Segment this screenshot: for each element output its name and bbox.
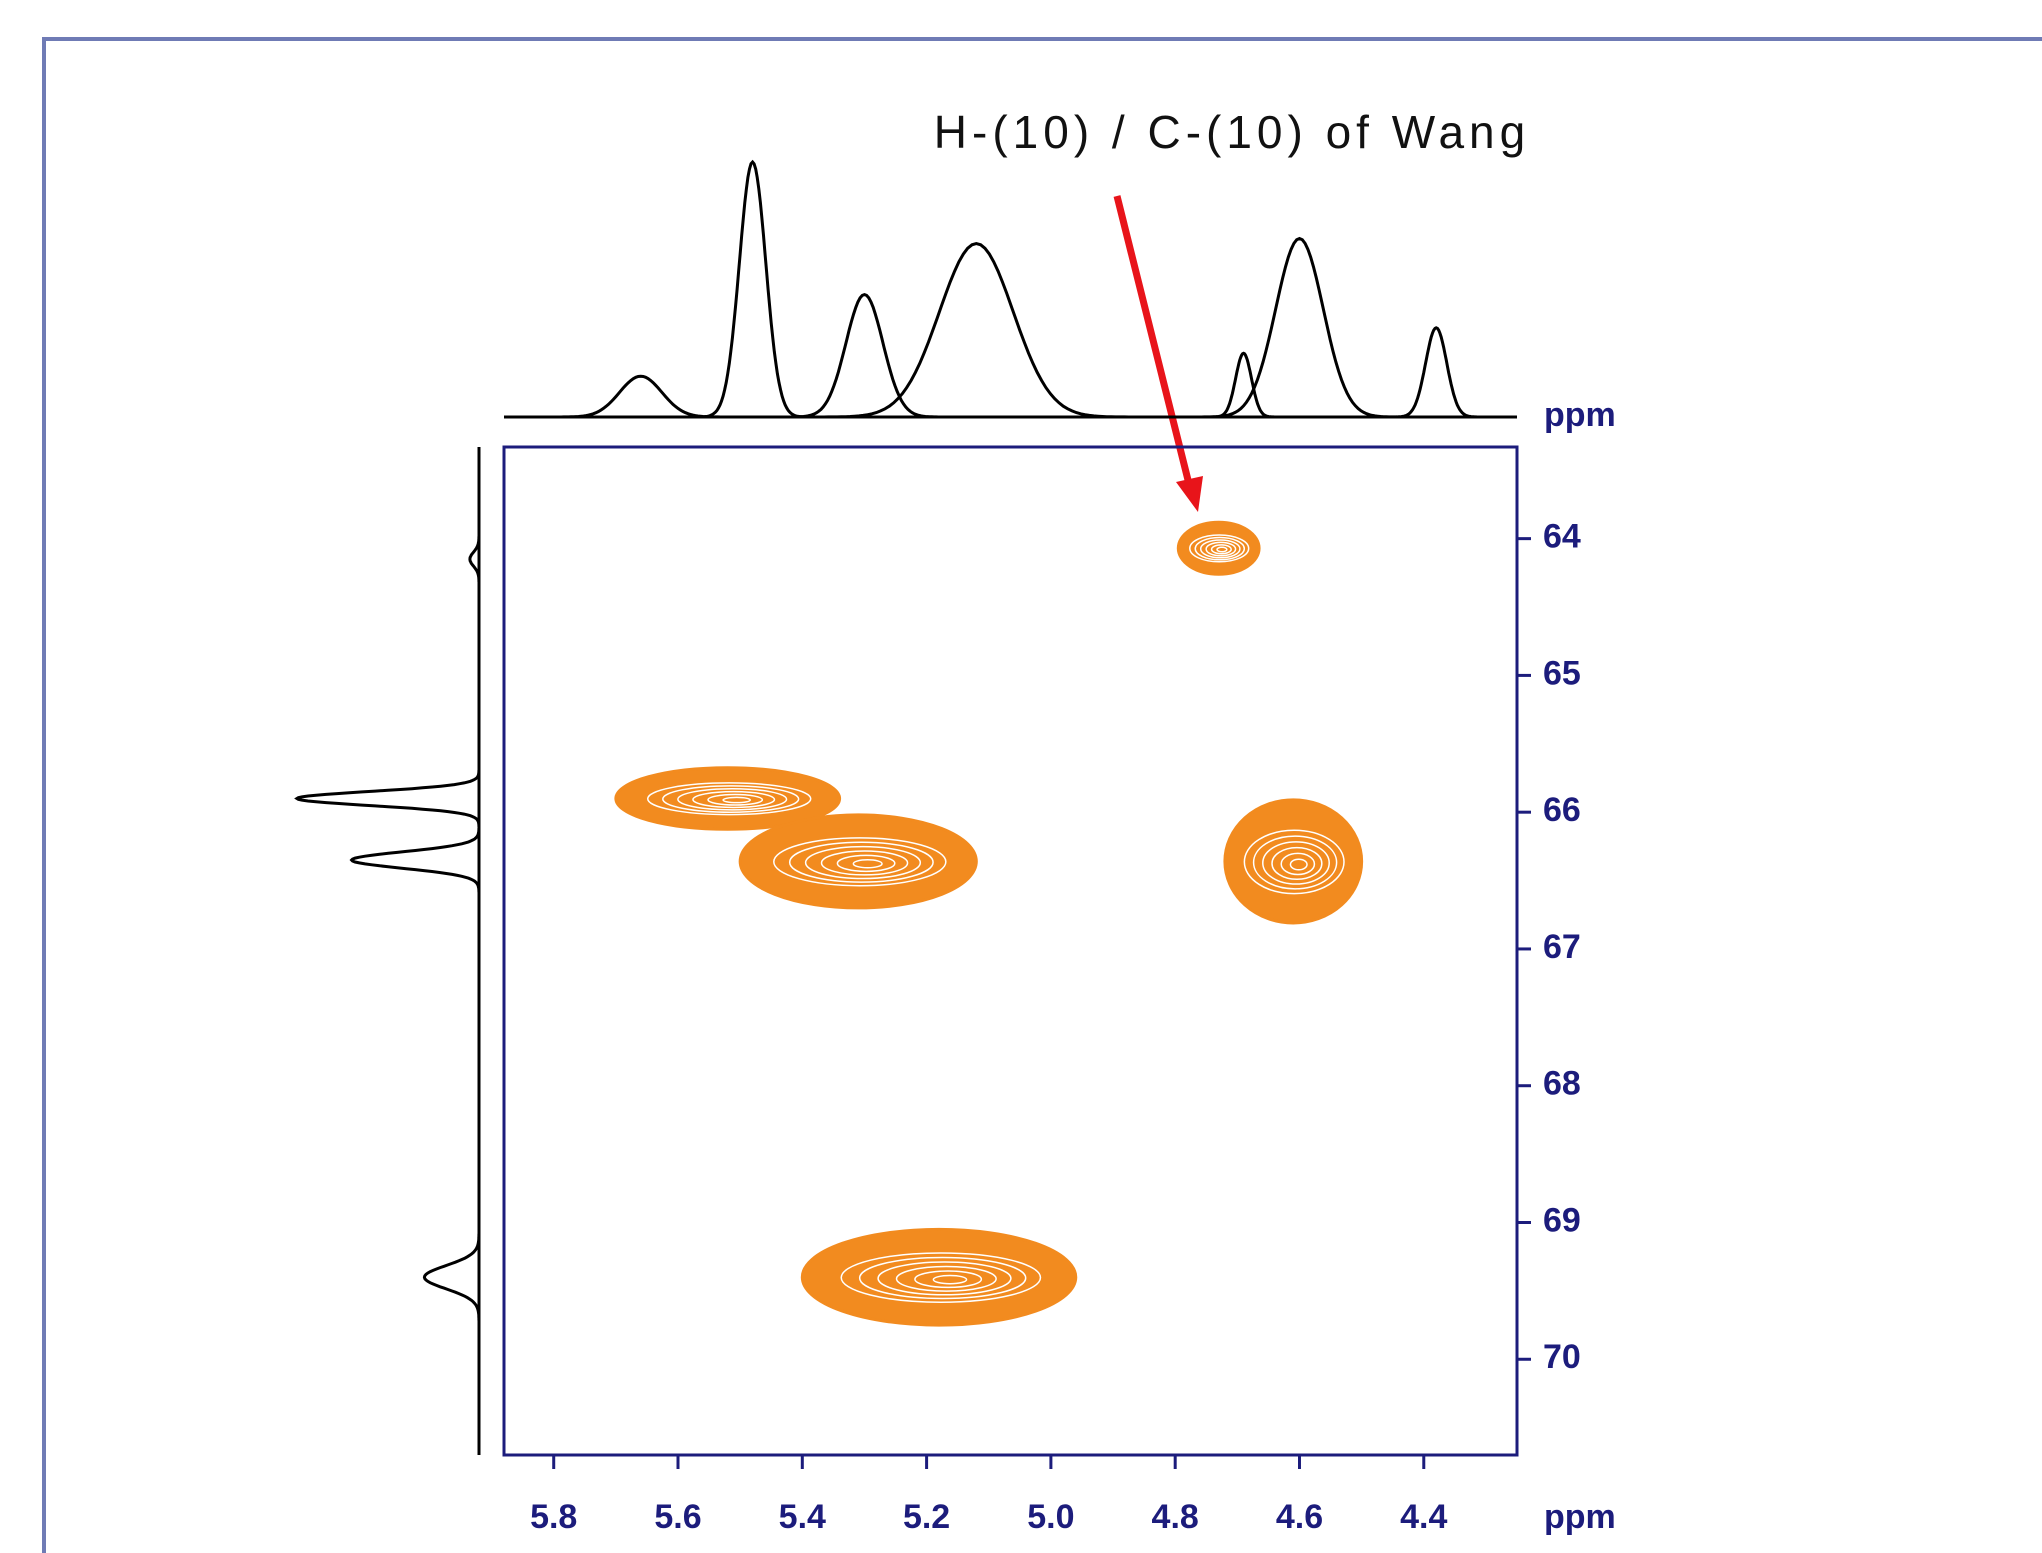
y-tick-label: 64	[1543, 518, 1581, 556]
f2-projection-peak	[1131, 236, 1468, 419]
x-tick-label: 5.0	[1027, 1498, 1074, 1536]
contour-line	[836, 854, 896, 873]
f2-projection-peak	[504, 374, 790, 419]
f1-projection-peak	[294, 749, 481, 848]
contour-line	[662, 785, 800, 813]
contour-line	[804, 845, 922, 880]
contour-line	[852, 859, 883, 869]
f2-projection-peak	[733, 292, 995, 419]
f2-projection-peak	[659, 159, 846, 419]
contour-line	[773, 837, 947, 887]
contour-line	[895, 1265, 997, 1292]
contour-line	[914, 1270, 983, 1289]
contour-line	[646, 782, 812, 816]
contour-line	[1262, 841, 1330, 885]
contour-line	[1280, 852, 1316, 876]
annotation: H-(10) / C-(10) of Wang	[934, 106, 1530, 158]
f2-projection-peak	[1361, 326, 1511, 419]
x-tick-label: 4.8	[1152, 1498, 1199, 1536]
cross-peak	[1223, 798, 1364, 925]
contour-line	[858, 1256, 1027, 1300]
contour-line	[677, 787, 788, 811]
contour-line	[1210, 544, 1232, 555]
y-tick-label: 67	[1543, 928, 1581, 966]
x-tick-label: 5.2	[903, 1498, 950, 1536]
contour-line	[1189, 534, 1250, 563]
contour-line	[1216, 546, 1228, 553]
arrow-head	[1176, 476, 1203, 512]
x-tick-label: 4.6	[1276, 1498, 1323, 1536]
contour-line	[1199, 539, 1241, 559]
contour-line	[788, 841, 934, 883]
x-tick-label: 5.6	[654, 1498, 701, 1536]
contour-line	[877, 1261, 1012, 1296]
contour-line	[840, 1252, 1042, 1303]
contour-line	[820, 850, 909, 876]
f1-projection-peak	[422, 1195, 481, 1360]
y-axis-label: ppm	[1544, 396, 1616, 434]
x-tick-label: 5.4	[779, 1498, 826, 1536]
y-tick-label: 68	[1543, 1065, 1581, 1103]
contour-line	[707, 793, 764, 806]
plot-frame	[502, 445, 1519, 1457]
x-axis-label: ppm	[1544, 1498, 1616, 1536]
contour-line	[932, 1274, 968, 1285]
contour-line	[1289, 858, 1308, 871]
contour-line	[1243, 829, 1345, 895]
x-tick-label: 4.4	[1400, 1498, 1447, 1536]
f1-projection-peak	[349, 802, 481, 918]
x-tick-label: 5.8	[530, 1498, 577, 1536]
contour-line	[1205, 541, 1237, 557]
f2-projection-peak	[715, 242, 1238, 419]
contour-line	[692, 790, 776, 809]
y-tick-label: 70	[1543, 1338, 1581, 1376]
y-tick-label: 69	[1543, 1201, 1581, 1239]
arrow	[1113, 195, 1194, 489]
contour-line	[722, 796, 752, 804]
y-tick-label: 66	[1543, 791, 1581, 829]
contour-line	[1271, 846, 1323, 881]
contour-line	[1252, 835, 1338, 890]
y-tick-label: 65	[1543, 654, 1581, 692]
contour-line	[1194, 536, 1246, 561]
frame	[42, 37, 2042, 1553]
